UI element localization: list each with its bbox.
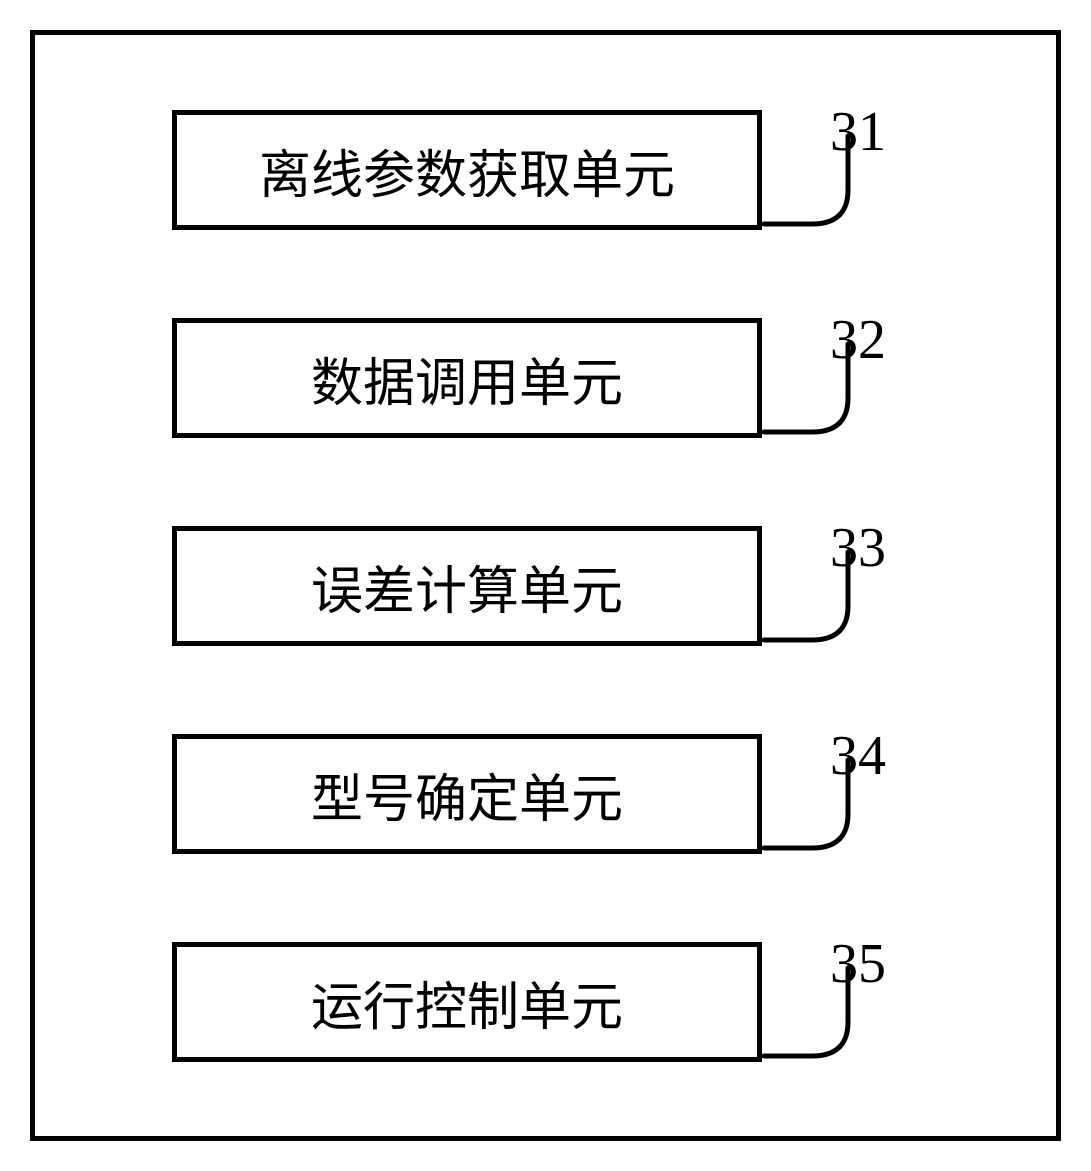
unit-box-35: 运行控制单元 — [172, 942, 762, 1062]
leader-32 — [762, 338, 852, 438]
leader-34 — [762, 754, 852, 854]
leader-33 — [762, 546, 852, 646]
leader-31 — [762, 130, 852, 230]
unit-label: 型号确定单元 — [311, 757, 623, 832]
diagram-canvas: 离线参数获取单元 数据调用单元 误差计算单元 型号确定单元 运行控制单元 31 … — [0, 0, 1091, 1171]
unit-box-34: 型号确定单元 — [172, 734, 762, 854]
unit-box-31: 离线参数获取单元 — [172, 110, 762, 230]
leader-35 — [762, 962, 852, 1062]
unit-box-33: 误差计算单元 — [172, 526, 762, 646]
unit-box-32: 数据调用单元 — [172, 318, 762, 438]
unit-label: 离线参数获取单元 — [259, 133, 675, 208]
unit-label: 运行控制单元 — [311, 965, 623, 1040]
unit-label: 误差计算单元 — [311, 549, 623, 624]
unit-label: 数据调用单元 — [311, 341, 623, 416]
